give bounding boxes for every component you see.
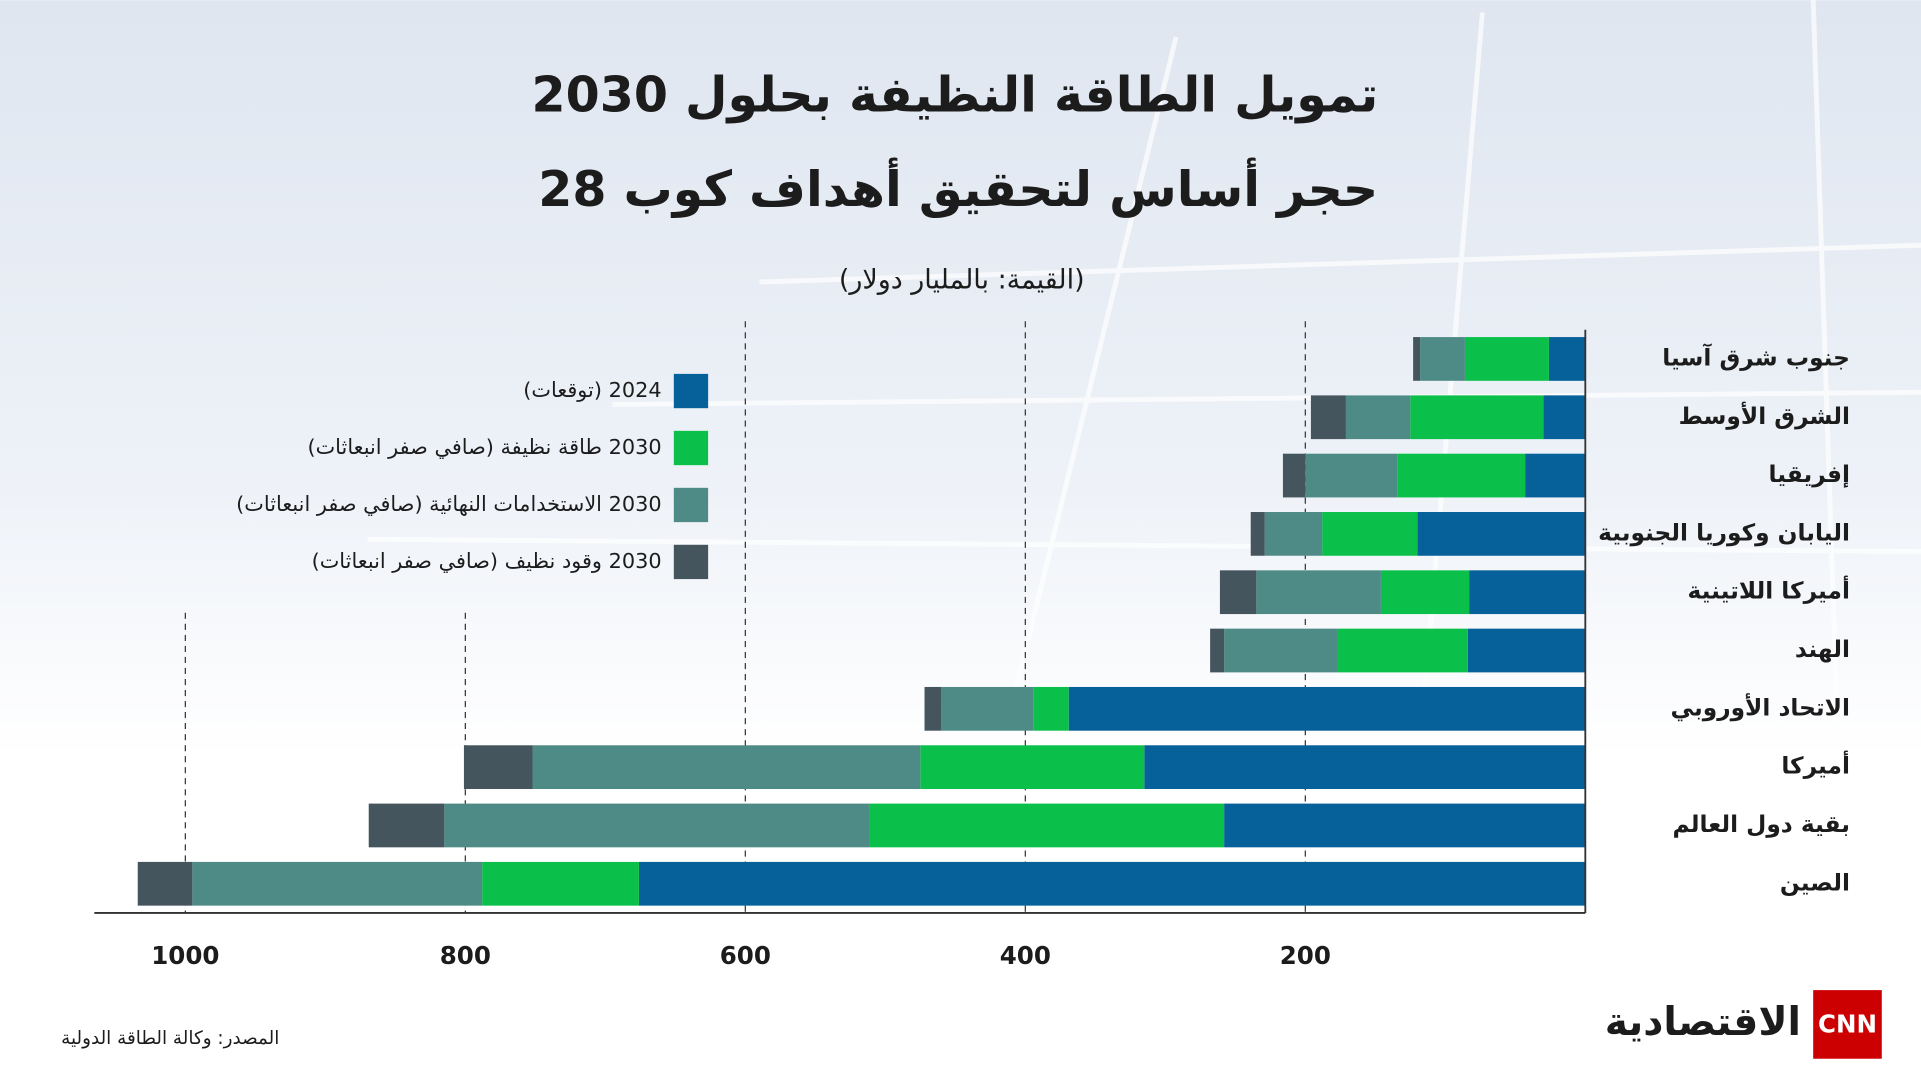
bar-segment — [1464, 337, 1549, 381]
y-tick-label: أميركا اللاتينية — [1688, 575, 1850, 605]
bar-segment — [1210, 628, 1225, 673]
bar-segment — [1469, 570, 1586, 615]
legend-swatch — [673, 373, 709, 409]
bar-segment — [444, 803, 870, 848]
bar-segment — [1033, 686, 1069, 731]
y-tick-label: اليابان وكوريا الجنوبية — [1598, 519, 1850, 546]
bar-segment — [1548, 337, 1586, 381]
x-tick-label: 1000 — [151, 941, 219, 970]
plot: 200 400 600 800 1000 جنوب شرق آسيا الشرق الأوس… — [94, 321, 1850, 970]
bar-segment — [1282, 453, 1306, 498]
logo-box — [1813, 990, 1882, 1059]
bar-segment — [532, 745, 921, 790]
logo-name: الاقتصادية — [1605, 1000, 1801, 1045]
bar-segment — [1264, 512, 1323, 556]
y-tick-label: بقية دول العالم — [1673, 811, 1850, 838]
bar-segment — [869, 803, 1225, 848]
y-tick-label: أميركا — [1781, 750, 1850, 780]
title-line: حجر أساس لتحقيق أهداف كوب 28 — [538, 157, 1378, 218]
bar-segment — [941, 686, 1034, 731]
y-tick-label: الشرق الأوسط — [1679, 401, 1850, 430]
bar-segment — [1337, 628, 1468, 673]
bar-segment — [1397, 453, 1526, 498]
bar-segment — [1417, 512, 1586, 556]
bar-segment — [1310, 395, 1346, 440]
legend-label: 2030 طاقة نظيفة (صافي صفر انبعاثات) — [307, 435, 661, 459]
bar-segment — [1410, 395, 1544, 440]
x-tick-label: 400 — [1000, 941, 1051, 970]
bar-segment — [1525, 453, 1586, 498]
bar-segment — [1224, 628, 1338, 673]
bar-segment — [638, 861, 1586, 906]
bar-segment — [920, 745, 1145, 790]
y-tick-label: الاتحاد الأوروبي — [1670, 692, 1849, 721]
legend-swatch — [673, 487, 709, 523]
bar-segment — [1256, 570, 1381, 615]
bar-segment — [1322, 512, 1418, 556]
bar-segment — [1543, 395, 1586, 440]
bar-segment — [1345, 395, 1411, 440]
bar-segment — [1068, 686, 1586, 731]
legend-swatch — [673, 430, 709, 466]
logo-brand: CNN — [1818, 1010, 1877, 1039]
bar-segment — [1380, 570, 1470, 615]
y-tick-label: جنوب شرق آسيا — [1662, 342, 1850, 371]
legend-label: 2024 (توقعات) — [523, 378, 661, 402]
bar-segment — [1250, 512, 1265, 556]
bar-segment — [1467, 628, 1586, 673]
bar-segment — [1219, 570, 1257, 615]
x-tick-label: 800 — [440, 941, 491, 970]
legend-swatch — [673, 544, 709, 580]
title-line: تمويل الطاقة النظيفة بحلول 2030 — [532, 67, 1379, 124]
bar-segment — [482, 861, 639, 906]
x-tick-label: 600 — [720, 941, 771, 970]
bar-segment — [1224, 803, 1586, 848]
x-tick-label: 200 — [1280, 941, 1331, 970]
bar-segment — [924, 686, 942, 731]
bar-segment — [368, 803, 445, 848]
bar-segment — [1144, 745, 1586, 790]
bar-segment — [1305, 453, 1398, 498]
y-tick-label: الهند — [1795, 636, 1850, 663]
y-tick-label: الصين — [1780, 869, 1850, 896]
source: المصدر: وكالة الطاقة الدولية — [61, 1028, 279, 1049]
bar-segment — [1413, 337, 1421, 381]
legend-label: 2030 وقود نظيف (صافي صفر انبعاثات) — [312, 549, 662, 573]
bar-segment — [463, 745, 533, 790]
bar-segment — [137, 861, 193, 906]
legend-label: 2030 الاستخدامات النهائية (صافي صفر انبع… — [236, 492, 661, 516]
y-tick-label: إفريقيا — [1769, 461, 1850, 489]
bar-segment — [192, 861, 483, 906]
bar-segment — [1420, 337, 1465, 381]
unit-label: (القيمة: بالمليار دولار) — [839, 264, 1085, 295]
